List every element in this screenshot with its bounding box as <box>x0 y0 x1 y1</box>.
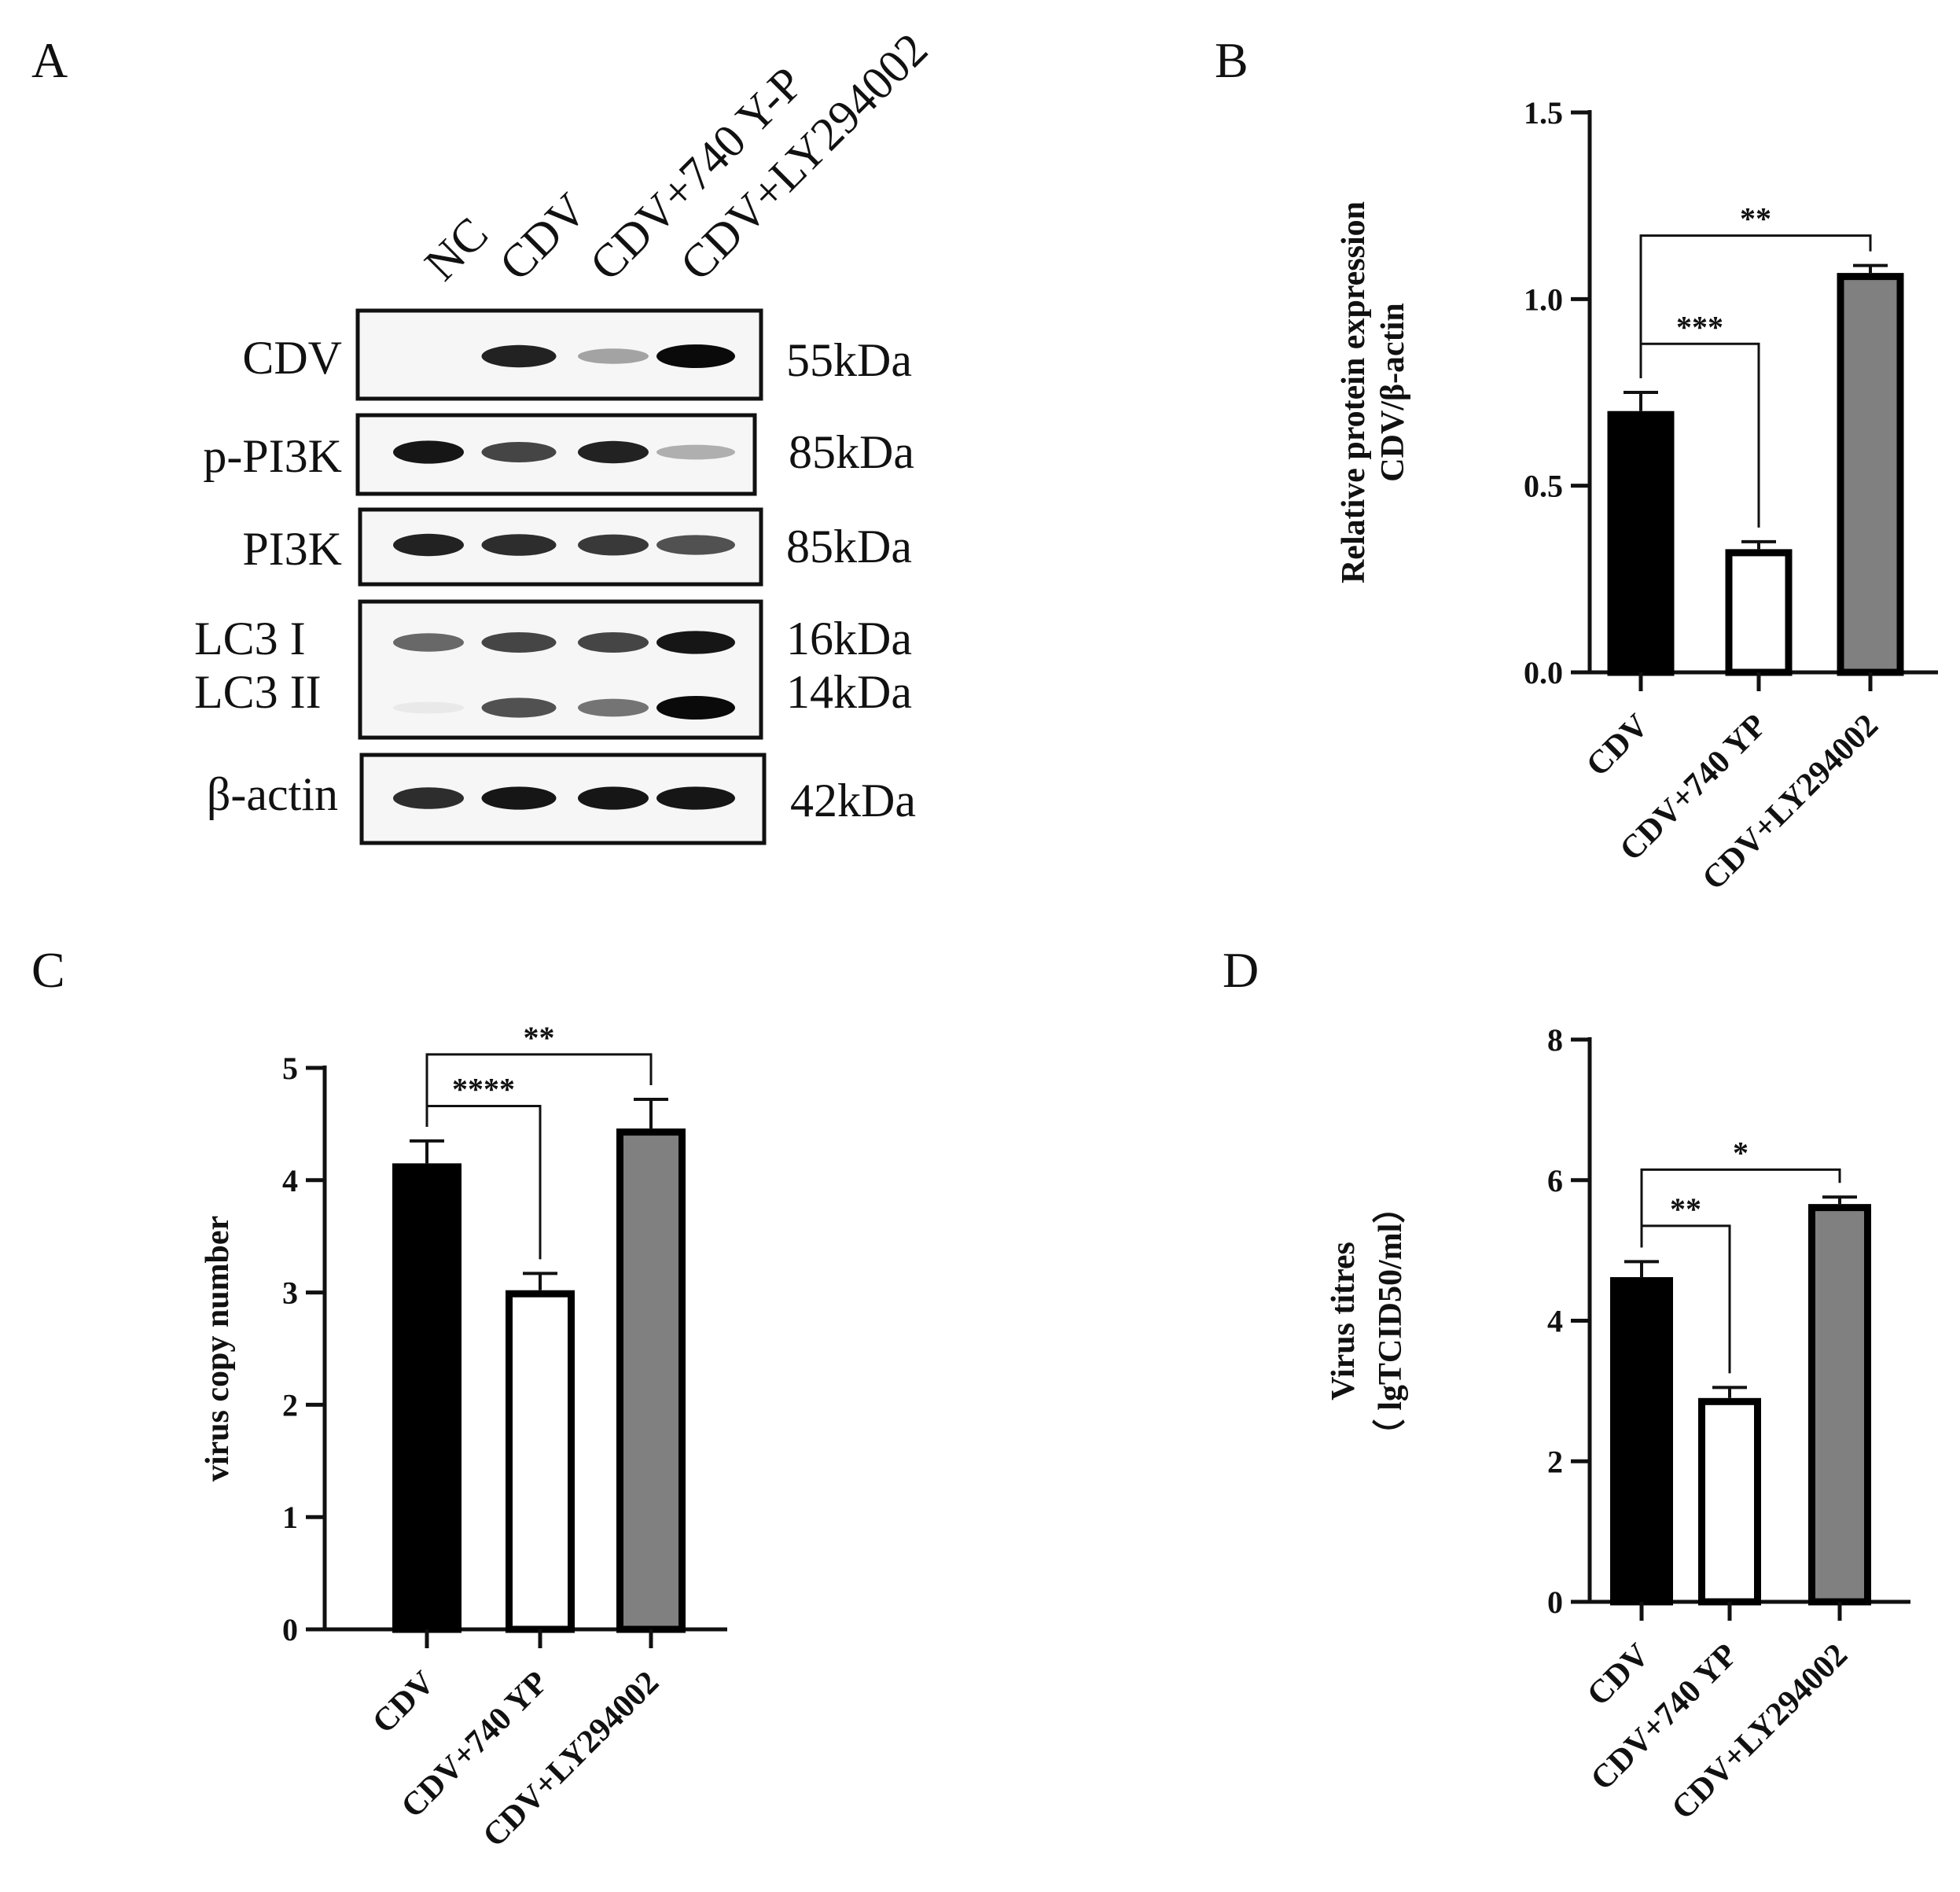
y-tick-label: 4 <box>1547 1304 1563 1339</box>
blot-band <box>578 440 649 464</box>
bar <box>1837 273 1904 676</box>
significance-label: **** <box>452 1072 515 1107</box>
y-tick-label: 2 <box>282 1387 298 1423</box>
y-tick-label: 4 <box>282 1163 298 1198</box>
panel-letter-d: D <box>1223 942 1259 998</box>
category-label: CDV <box>1580 1637 1657 1713</box>
kda-label-lc3-i: 16kDa <box>786 613 912 664</box>
blot-band <box>656 786 735 810</box>
protein-label-lc3-i: LC3 I <box>194 613 306 664</box>
blot-band <box>578 348 649 364</box>
y-axis-label: virus copy number <box>200 1216 236 1482</box>
significance-label: *** <box>1676 309 1723 344</box>
blot-band <box>656 444 735 460</box>
y-tick-label: 0.0 <box>1524 655 1563 690</box>
lane-label-cdv: CDV <box>490 183 597 290</box>
blot-band <box>481 632 557 653</box>
bar <box>1610 1277 1673 1606</box>
significance-label: ** <box>1670 1191 1701 1227</box>
panel-letter-c: C <box>31 942 65 998</box>
protein-label-p-pi3k: p-PI3K <box>203 430 342 482</box>
y-axis-label: Relative protein expression <box>1336 201 1372 583</box>
significance-bracket <box>1640 1168 1841 1248</box>
y-axis-label: Virus titres <box>1326 1242 1362 1401</box>
blot-band <box>393 701 464 714</box>
blot-band <box>481 698 557 718</box>
y-axis-label: CDV/β-actin <box>1375 303 1411 481</box>
significance-bracket <box>425 1053 653 1127</box>
y-axis-label: （ lgTCID50/ml） <box>1372 1191 1409 1452</box>
blot-band <box>578 534 649 556</box>
blot-band <box>656 696 735 720</box>
y-tick-label: 0 <box>282 1612 298 1647</box>
significance-bracket <box>1639 234 1872 378</box>
blot-band <box>656 344 735 368</box>
lane-label-nc: NC <box>415 208 498 291</box>
kda-label-lc3-ii: 14kDa <box>786 666 912 718</box>
blot-band <box>481 786 557 810</box>
blot-band <box>481 442 557 462</box>
blot-band <box>393 633 464 652</box>
panel-letter-b: B <box>1215 32 1248 88</box>
y-tick-label: 1.5 <box>1524 95 1563 131</box>
protein-label-pi3k: PI3K <box>242 523 342 575</box>
blot-band <box>393 440 464 464</box>
blot-band <box>393 533 464 557</box>
category-label: CDV <box>366 1665 442 1741</box>
blot-band <box>656 631 735 654</box>
significance-label: ** <box>1740 201 1771 237</box>
blot-bands <box>393 344 735 810</box>
protein-label-cdv: CDV <box>242 332 342 384</box>
category-label: CDV <box>1579 708 1656 784</box>
y-tick-label: 0.5 <box>1524 469 1563 504</box>
blot-band <box>481 344 557 368</box>
bar <box>1808 1204 1871 1606</box>
y-tick-label: 6 <box>1547 1163 1563 1198</box>
bar <box>392 1163 462 1633</box>
kda-label-beta-actin: 42kDa <box>790 775 916 826</box>
bar <box>616 1128 686 1633</box>
significance-label: ** <box>524 1020 555 1055</box>
bar <box>1725 549 1793 676</box>
blot-band <box>578 786 649 810</box>
kda-label-cdv: 55kDa <box>786 334 912 386</box>
kda-label-pi3k: 85kDa <box>786 521 912 572</box>
blot-band <box>578 632 649 653</box>
y-tick-label: 1 <box>282 1500 298 1535</box>
significance-label: * <box>1733 1135 1749 1170</box>
blot-band <box>393 787 464 809</box>
blot-band <box>481 534 557 556</box>
y-tick-label: 8 <box>1547 1022 1563 1058</box>
y-tick-label: 0 <box>1547 1585 1563 1620</box>
blot-band <box>578 698 649 717</box>
blot-band <box>656 535 735 555</box>
protein-label-lc3-ii: LC3 II <box>194 666 322 718</box>
panel-letter-a: A <box>31 32 68 88</box>
y-tick-label: 3 <box>282 1275 298 1311</box>
y-tick-label: 1.0 <box>1524 282 1563 317</box>
western-blot-panel: NC CDV CDV+740 Y-P CDV+LY294002 CDV p-PI… <box>194 23 937 845</box>
y-tick-label: 2 <box>1547 1444 1563 1479</box>
kda-label-p-pi3k: 85kDa <box>789 426 914 478</box>
protein-label-beta-actin: β-actin <box>207 768 338 820</box>
bar <box>1607 410 1675 676</box>
y-tick-label: 5 <box>282 1051 298 1086</box>
bar <box>1698 1397 1761 1606</box>
bar <box>506 1290 575 1633</box>
